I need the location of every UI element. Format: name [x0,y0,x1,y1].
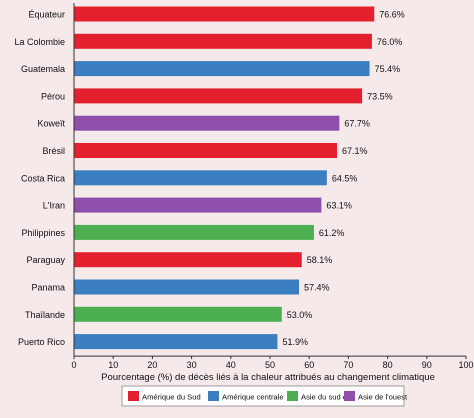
category-label: La Colombie [14,37,65,47]
category-label: Philippines [21,228,65,238]
value-labels: 76.6% 76.0% 75.4% 73.5% 67.7% 67.1% 64.5% 63.1%… [282,10,404,348]
bar-panama [74,279,300,295]
bar-guatemala [74,61,370,77]
value-label: 51.9% [282,337,308,347]
value-label: 76.0% [377,37,403,47]
legend-box [121,385,405,407]
value-label: 67.7% [344,119,370,129]
x-tick-label: 70 [343,360,353,370]
value-label: 67.1% [342,146,368,156]
bar-paraguay [74,252,302,268]
bar-bresil [74,143,338,158]
category-label: Thaïlande [25,310,65,320]
x-tick-label: 60 [304,360,314,370]
legend-label: Asie de l'ouest [358,393,408,402]
bar-l-iran [74,197,322,213]
value-label: 53.0% [287,310,313,320]
bars-layer [74,6,375,350]
category-label: Costa Rica [21,173,65,183]
x-tick-label: 10 [108,360,118,370]
bar-puerto-rico [74,334,278,350]
legend-label: Amérique centrale [222,393,284,402]
category-label: Guatemala [21,64,65,74]
value-label: 75.4% [375,64,401,74]
x-tick-labels: 0 10 20 30 40 50 60 70 80 90 100 [71,356,474,370]
bar-thailande [74,306,282,322]
value-label: 76.6% [379,10,405,20]
value-label: 64.5% [332,173,358,183]
category-label: Équateur [28,10,65,20]
legend-label: Asie du sud est [301,393,354,402]
category-label: Panama [31,283,65,293]
category-label: Koweït [37,119,65,129]
category-label: Paraguay [26,255,65,265]
bar-la-colombie [74,33,372,49]
legend-swatch-asie-de-l-ouest [344,391,355,401]
bar-equateur [74,6,375,22]
value-label: 61.2% [319,228,345,238]
x-tick-label: 50 [265,360,275,370]
value-label: 58.1% [307,255,333,265]
bar-philippines [74,224,314,240]
category-labels: Équateur La Colombie Guatemala Pérou Koweït B… [14,10,65,348]
category-label: Brésil [42,146,65,156]
legend-label: Amérique du Sud [142,393,201,402]
legend-swatch-amerique-centrale [208,391,219,401]
category-label: L'Iran [43,201,65,211]
legend: Amérique du Sud Amérique centrale Asie du … [121,385,408,407]
x-axis-label: Pourcentage (%) de décès liés à la chale… [101,372,435,383]
x-tick-label: 80 [383,360,393,370]
bar-koweit [74,115,340,131]
legend-swatch-amerique-du-sud [128,391,139,401]
x-tick-label: 0 [71,360,76,370]
x-tick-label: 90 [422,360,432,370]
category-label: Pérou [41,91,65,101]
x-tick-label: 30 [187,360,197,370]
value-label: 73.5% [367,91,393,101]
bar-costa-rica [74,170,327,186]
x-tick-label: 100 [458,360,473,370]
x-tick-label: 40 [226,360,236,370]
legend-swatch-asie-du-sud-est [287,391,298,401]
category-label: Puerto Rico [18,337,65,347]
value-label: 57.4% [304,283,330,293]
bar-perou [74,88,363,104]
value-label: 63.1% [326,201,352,211]
x-tick-label: 20 [147,360,157,370]
